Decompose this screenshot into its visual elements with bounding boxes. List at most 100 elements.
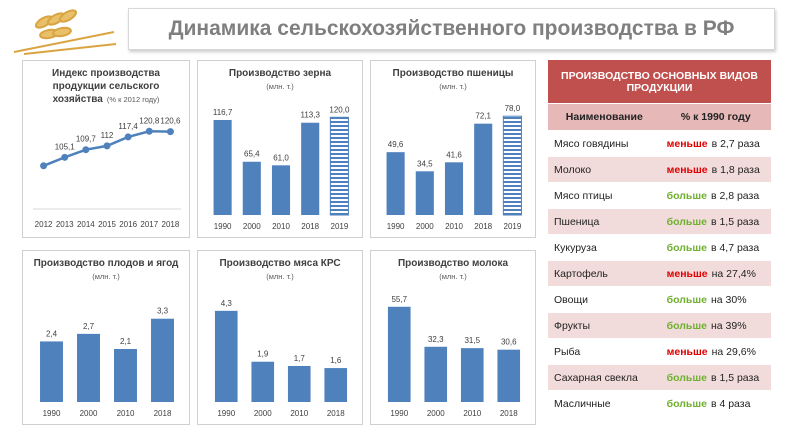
x-tick-label: 1990 (43, 409, 61, 418)
chart-panel: 49,6 1990 34,5 2000 41,6 2010 72,1 2018 78,0 2019… (370, 60, 536, 238)
bar (386, 152, 405, 215)
chart-title-text: Производство зерна (228, 68, 332, 79)
change-direction: больше (666, 189, 707, 202)
chart-title-text: Производство мяса КРС (219, 258, 341, 269)
change-cell: больше в 4 раза (660, 390, 771, 417)
value-label: 34,5 (417, 159, 433, 168)
value-label: 41,6 (446, 150, 462, 159)
chart-title-text: Производство молока (397, 258, 509, 269)
change-cell: меньше на 29,6% (660, 338, 771, 365)
bar (151, 318, 174, 402)
x-tick-label: 2000 (243, 222, 261, 231)
change-amount: на 29,6% (711, 345, 756, 358)
change-cell: меньше в 1,8 раза (660, 156, 771, 183)
x-tick-label: 2017 (140, 220, 158, 229)
value-label: 120,6 (160, 117, 181, 126)
bar (242, 161, 261, 215)
wheat-decoration (13, 9, 117, 55)
value-label: 1,6 (330, 356, 342, 365)
value-label: 1,7 (294, 354, 306, 363)
x-tick-label: 2014 (77, 220, 95, 229)
chart-title: Индекс производства продукции сельского … (29, 67, 183, 106)
value-label: 72,1 (475, 112, 491, 121)
chart-subtitle: (млн. т.) (92, 272, 120, 281)
change-direction: больше (666, 319, 707, 332)
x-tick-label: 2010 (445, 222, 463, 231)
page-title: Динамика сельскохозяйственного производс… (168, 17, 735, 40)
column-header: Наименование (548, 103, 661, 131)
chart-title: Производство мяса КРС (млн. т.) (204, 257, 356, 283)
x-tick-label: 2000 (80, 409, 98, 418)
value-label: 112 (101, 131, 114, 140)
bar (214, 310, 238, 402)
value-label: 32,3 (428, 335, 444, 344)
x-tick-label: 2018 (474, 222, 492, 231)
chart: 2012 105,1 2013 109,7 2014 112 2015 117,4 2016 12… (33, 116, 181, 229)
change-cell: больше в 1,5 раза (660, 208, 771, 235)
value-label: 105,1 (55, 142, 76, 151)
change-cell: больше в 1,5 раза (660, 364, 771, 391)
value-label: 65,4 (244, 150, 260, 159)
value-label: 116,7 (213, 108, 233, 117)
change-direction: меньше (666, 267, 708, 280)
x-tick-label: 2000 (427, 409, 445, 418)
change-cell: больше в 4,7 раза (660, 234, 771, 261)
table-row: Фрукты больше на 39% (548, 312, 771, 339)
bar (497, 349, 521, 402)
change-amount: в 1,5 раза (710, 371, 760, 384)
product-name: Фрукты (548, 312, 661, 339)
table-row: Пшеница больше в 1,5 раза (548, 208, 771, 235)
value-label: 30,6 (501, 338, 517, 347)
chart-subtitle: (млн. т.) (439, 272, 467, 281)
x-tick-label: 1990 (387, 222, 405, 231)
table-row: Сахарная свекла больше в 1,5 раза (548, 364, 771, 391)
change-direction: больше (666, 241, 707, 254)
point (145, 127, 153, 135)
change-amount: в 2,8 раза (710, 189, 760, 202)
point (124, 133, 132, 141)
product-name: Пшеница (548, 208, 661, 235)
x-tick-label: 2010 (463, 409, 481, 418)
product-name: Кукуруза (548, 234, 661, 261)
x-tick-label: 2018 (162, 220, 180, 229)
table-title: ПРОИЗВОДСТВО ОСНОВНЫХ ВИДОВ ПРОДУКЦИИ (548, 60, 771, 104)
bar (474, 123, 493, 215)
chart-title-text: Производство плодов и ягод (33, 258, 179, 269)
x-tick-label: 2018 (301, 222, 319, 231)
value-label: 2,7 (83, 322, 95, 331)
title-box: Динамика сельскохозяйственного производс… (128, 8, 775, 50)
bar (301, 122, 320, 215)
chart-subtitle: (млн. т.) (266, 272, 294, 281)
product-name: Картофель (548, 260, 661, 287)
bar (271, 165, 291, 215)
chart-title: Производство плодов и ягод (млн. т.) (29, 257, 183, 283)
change-cell: меньше в 2,7 раза (660, 130, 771, 157)
value-label: 109,7 (76, 135, 97, 144)
bar (444, 162, 464, 215)
point (61, 153, 69, 161)
x-tick-label: 2016 (119, 220, 137, 229)
change-direction: меньше (666, 345, 708, 358)
change-amount: в 1,8 раза (711, 163, 760, 176)
change-direction: больше (666, 215, 707, 228)
point (166, 128, 174, 136)
change-cell: больше на 30% (660, 286, 771, 313)
bar (424, 346, 448, 402)
point (82, 146, 90, 154)
bar (329, 116, 349, 216)
x-tick-label: 1990 (217, 409, 235, 418)
product-name: Сахарная свекла (548, 364, 661, 391)
x-tick-label: 1990 (390, 409, 408, 418)
change-amount: в 4 раза (710, 397, 751, 410)
change-direction: больше (666, 371, 707, 384)
table-row: Кукуруза больше в 4,7 раза (548, 234, 771, 261)
chart-subtitle: (% к 2012 году) (106, 95, 160, 104)
point (103, 142, 111, 150)
value-label: 61,0 (273, 153, 289, 162)
value-label: 120,8 (139, 116, 160, 125)
chart-panel: 55,7 1990 32,3 2000 31,5 2010 30,6 2018 Производ… (370, 250, 536, 425)
chart-panel: 4,3 1990 1,9 2000 1,7 2010 1,6 2018 Производство… (197, 250, 363, 425)
table-row: Картофель меньше на 27,4% (548, 260, 771, 287)
table-row: Овощи больше на 30% (548, 286, 771, 313)
value-label: 117,4 (118, 122, 138, 131)
